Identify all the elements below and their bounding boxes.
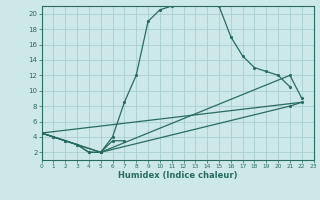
- X-axis label: Humidex (Indice chaleur): Humidex (Indice chaleur): [118, 171, 237, 180]
